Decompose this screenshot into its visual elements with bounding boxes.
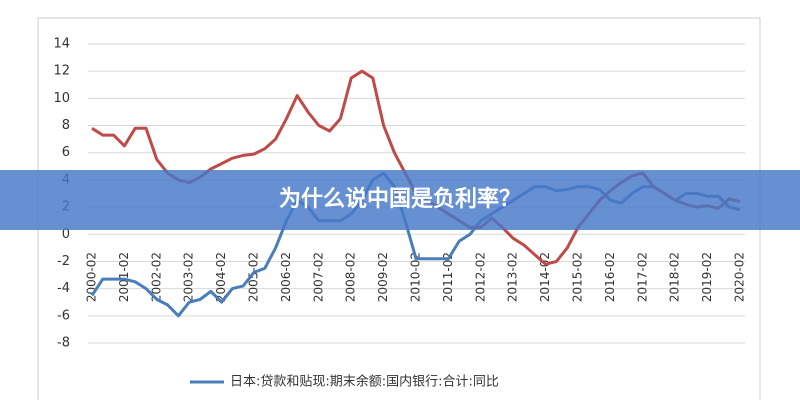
y-tick-label: 6	[62, 145, 70, 160]
x-tick-label: 2007-02	[311, 252, 325, 302]
y-tick-label: 10	[53, 91, 70, 106]
legend-label: 日本:贷款和贴现:期末余额:国内银行:合计:同比	[230, 374, 499, 390]
y-tick-label: 14	[53, 37, 70, 52]
x-tick-label: 2012-02	[473, 252, 487, 302]
x-tick-label: 2004-02	[214, 252, 228, 302]
x-tick-label: 2009-02	[376, 252, 390, 302]
y-tick-label: 12	[53, 64, 70, 79]
banner-title: 为什么说中国是负利率？	[279, 186, 521, 212]
x-tick-label: 2017-02	[635, 252, 649, 302]
y-tick-label: -4	[57, 281, 70, 296]
x-tick-label: 2019-02	[700, 252, 714, 302]
x-tick-label: 2015-02	[571, 252, 585, 302]
banner-band	[0, 170, 800, 230]
y-tick-label: -2	[57, 254, 70, 269]
x-tick-label: 2020-02	[733, 252, 747, 302]
x-tick-label: 2010-02	[409, 252, 423, 302]
x-tick-label: 2011-02	[441, 252, 455, 302]
y-tick-label: -6	[57, 308, 70, 323]
legend: 日本:贷款和贴现:期末余额:国内银行:合计:同比	[190, 374, 499, 390]
x-tick-label: 2016-02	[603, 252, 617, 302]
x-tick-label: 2002-02	[149, 252, 163, 302]
x-tick-label: 2008-02	[344, 252, 358, 302]
x-tick-label: 2001-02	[117, 252, 131, 302]
x-tick-label: 2003-02	[182, 252, 196, 302]
x-tick-label: 2013-02	[506, 252, 520, 302]
x-tick-label: 2005-02	[247, 252, 261, 302]
x-tick-label: 2006-02	[279, 252, 293, 302]
y-tick-label: 8	[62, 118, 70, 133]
y-tick-label: -8	[57, 336, 70, 351]
y-tick-label: 0	[62, 227, 70, 242]
x-tick-label: 2018-02	[668, 252, 682, 302]
